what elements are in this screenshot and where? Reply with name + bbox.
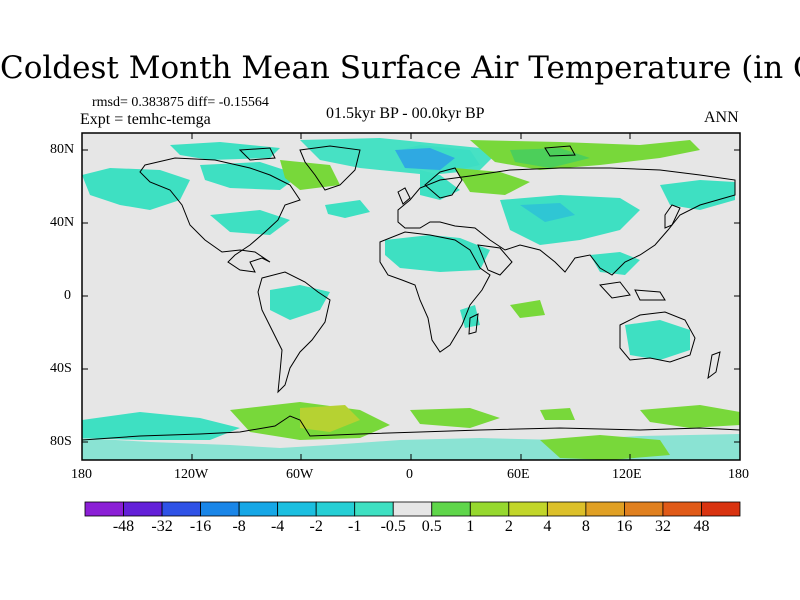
axis-ticks	[82, 133, 740, 460]
lat-label: 40N	[50, 215, 75, 230]
anomaly-shading	[82, 138, 740, 460]
colorbar-swatch	[123, 501, 163, 517]
lon-label: 120W	[174, 467, 209, 482]
lat-label: 0	[64, 288, 71, 303]
coastlines	[81, 145, 741, 441]
lat-label: 40S	[50, 361, 72, 376]
colorbar-swatch	[624, 501, 664, 517]
colorbar-label: 8	[581, 518, 590, 535]
colorbar-swatch	[200, 501, 240, 517]
colorbar-swatch	[662, 501, 702, 517]
experiment-label: Expt = temhc-temga	[80, 111, 211, 128]
colorbar-swatch	[469, 501, 510, 517]
colorbar-swatch	[585, 501, 625, 517]
colorbar-swatch	[238, 501, 279, 517]
colorbar-label: -48	[112, 518, 135, 535]
lon-label: 0	[406, 467, 413, 482]
colorbar-label: 1	[466, 518, 475, 535]
lon-label: 180	[728, 467, 749, 482]
lon-label: 180	[71, 467, 92, 482]
colorbar-label: -4	[270, 518, 285, 535]
period-label: 01.5kyr BP - 00.0kyr BP	[326, 105, 485, 122]
colorbar-swatch	[84, 501, 124, 517]
colorbar-label: 4	[543, 518, 552, 535]
lon-label: 60E	[507, 467, 530, 482]
colorbar-label: -32	[151, 518, 173, 535]
lon-label: 120E	[612, 467, 642, 482]
colorbar-label: -2	[309, 518, 323, 535]
colorbar-label: -8	[232, 518, 246, 535]
colorbar-label: -1	[348, 518, 362, 535]
season-label: ANN	[704, 109, 739, 126]
lon-label: 60W	[286, 467, 314, 482]
colorbar-label: 16	[616, 518, 633, 535]
colorbar-label: 0.5	[421, 518, 442, 535]
colorbar-swatch	[701, 501, 741, 517]
colorbar-label: -0.5	[380, 518, 406, 535]
colorbar-label: 48	[693, 518, 710, 535]
colorbar-swatch	[392, 501, 433, 517]
stats-text: rmsd= 0.383875 diff= -0.15564	[92, 95, 269, 110]
colorbar-label: 32	[654, 518, 671, 535]
colorbar	[84, 501, 741, 517]
colorbar-swatch	[431, 501, 471, 517]
colorbar-label: -16	[189, 518, 212, 535]
colorbar-swatch	[354, 501, 394, 517]
colorbar-swatch	[277, 501, 317, 517]
colorbar-swatch	[315, 501, 356, 517]
lat-label: 80S	[50, 434, 72, 449]
colorbar-swatch	[508, 501, 548, 517]
colorbar-swatch	[161, 501, 201, 517]
colorbar-swatch	[546, 501, 587, 517]
figure-title: Coldest Month Mean Surface Air Temperatu…	[0, 50, 800, 86]
map-background	[82, 133, 740, 460]
lat-label: 80N	[50, 142, 75, 157]
colorbar-label: 2	[504, 518, 513, 535]
